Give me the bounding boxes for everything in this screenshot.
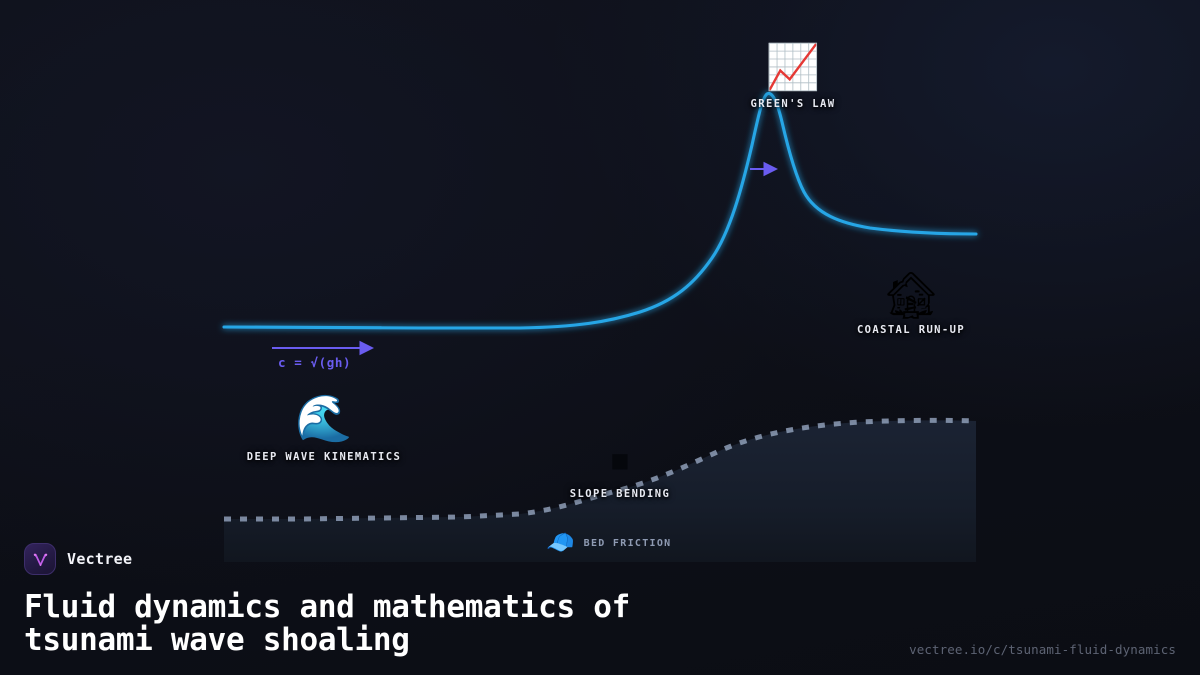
node-bed-friction[interactable]: 🧢 BED FRICTION <box>546 532 672 555</box>
page-title-line1: Fluid dynamics and mathematics of <box>24 589 630 625</box>
seabed-shape <box>224 417 977 562</box>
node-greens-law[interactable]: 📈 GREEN'S LAW <box>750 42 836 111</box>
source-url: vectree.io/c/tsunami-fluid-dynamics <box>909 642 1176 657</box>
node-slope-bending-label: SLOPE BENDING <box>569 488 671 500</box>
footer: Vectree Fluid dynamics and mathematics o… <box>0 543 1200 675</box>
celerity-formula: c = √(gh) <box>278 355 352 370</box>
node-deep-wave-label: DEEP WAVE KINEMATICS <box>246 451 402 463</box>
brand[interactable]: Vectree <box>24 543 132 575</box>
node-coastal-runup-label: COASTAL RUN-UP <box>856 324 966 336</box>
chart-increasing-icon: 📈 <box>765 42 821 93</box>
wave-profile <box>222 91 978 330</box>
vectree-logo-icon <box>24 543 56 575</box>
node-bed-friction-label: BED FRICTION <box>583 538 672 549</box>
brand-name: Vectree <box>67 550 133 568</box>
water-wave-icon: 🌊 <box>295 391 353 445</box>
missing-glyph-icon: ■ <box>610 448 630 472</box>
node-slope-bending[interactable]: ■ SLOPE BENDING <box>570 450 670 500</box>
page-title-line2: tsunami wave shoaling <box>24 622 410 659</box>
node-coastal-runup[interactable]: 🏚 COASTAL RUN-UP <box>857 272 965 336</box>
billed-cap-icon: 🧢 <box>546 530 575 556</box>
node-deep-wave-kinematics[interactable]: 🌊 DEEP WAVE KINEMATICS <box>247 395 401 463</box>
page-title: Fluid dynamics and mathematics of tsunam… <box>24 589 630 659</box>
derelict-house-icon: 🏚 <box>881 268 941 322</box>
node-greens-law-label: GREEN'S LAW <box>750 98 836 110</box>
